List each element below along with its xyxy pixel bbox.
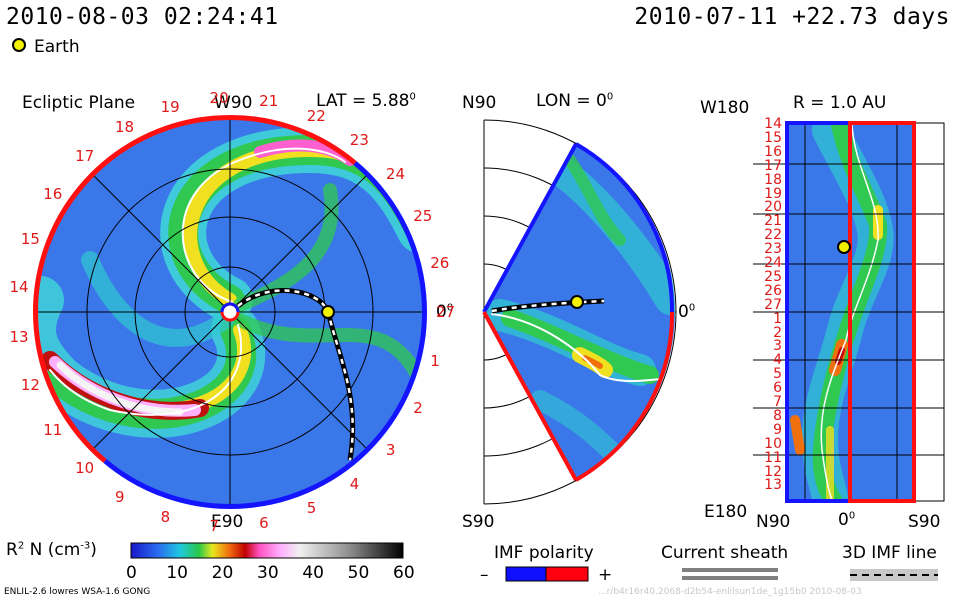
carrington-label: 4 <box>349 474 360 493</box>
rotation-label: 25 <box>764 268 782 285</box>
carrington-label: 5 <box>306 499 317 518</box>
imf-line-label: 3D IMF line <box>842 543 937 563</box>
rotation-label: 7 <box>773 394 782 410</box>
carrington-label: 14 <box>9 278 29 297</box>
w90-label: W90 <box>214 93 253 113</box>
ecliptic-zero-label: 00 <box>436 302 454 322</box>
timestamp: 2010-08-03 02:24:41 <box>6 4 279 30</box>
rotation-label: 5 <box>773 366 782 383</box>
carrington-label: 13 <box>9 327 29 346</box>
colorbar-tick: 40 <box>302 563 324 583</box>
earth-marker-icon <box>12 38 26 52</box>
s90-label: S90 <box>462 512 495 532</box>
carrington-label: 15 <box>20 229 40 248</box>
rotation-label: 26 <box>764 282 782 299</box>
model-footnote: ENLIL-2.6 lowres WSA-1.6 GONG <box>4 587 151 597</box>
imf-minus-label: – <box>480 565 489 585</box>
radial-time-plot <box>753 121 945 503</box>
rotation-label: 3 <box>773 338 782 355</box>
rotation-label: 23 <box>764 241 782 258</box>
rotation-label: 21 <box>764 213 782 230</box>
carrington-label: 16 <box>43 185 63 204</box>
rotation-label: 20 <box>764 199 782 216</box>
carrington-label: 11 <box>43 420 63 439</box>
rotation-label: 24 <box>764 255 782 271</box>
meridional-zero-label: 00 <box>678 302 696 322</box>
carrington-label: 26 <box>430 253 450 272</box>
current-sheath-label: Current sheath <box>661 543 789 563</box>
carrington-label: 20 <box>209 89 229 108</box>
meridional-plane-plot <box>482 119 677 505</box>
rotation-label: 2 <box>773 324 782 341</box>
rotation-label: 10 <box>764 435 782 452</box>
imf-polarity-label: IMF polarity <box>494 543 594 563</box>
rotation-label: 22 <box>764 227 782 244</box>
lon-label: LON = 00 <box>536 91 614 111</box>
carrington-label: 10 <box>75 458 95 477</box>
colorbar-label: R2 N (cm-3) <box>6 540 97 560</box>
n90-label: N90 <box>462 93 497 113</box>
carrington-label: 24 <box>385 165 406 184</box>
earth-position-radial <box>837 240 851 254</box>
colorbar <box>130 542 404 559</box>
rotation-label: 13 <box>764 477 782 494</box>
carrington-label: 8 <box>160 508 171 526</box>
current-sheath-swatch <box>682 568 778 580</box>
rotation-label: 17 <box>764 157 782 174</box>
watermark: ...r/b4r16r40.2068-d2b54-enlilsun1de_1g1… <box>598 587 862 597</box>
radial-x-n90: N90 <box>756 512 791 532</box>
rotation-label: 11 <box>764 449 782 466</box>
carrington-label: 6 <box>259 513 269 532</box>
earth-position-ecliptic <box>321 305 335 319</box>
carrington-label: 3 <box>385 440 396 459</box>
rotation-label: 14 <box>764 116 782 132</box>
carrington-label: 7 <box>209 516 220 535</box>
carrington-label: 19 <box>160 97 180 116</box>
imf-line-swatch <box>850 569 938 581</box>
rotation-label: 12 <box>764 463 782 480</box>
carrington-label: 21 <box>259 92 279 111</box>
reference-time: 2010-07-11 +22.73 days <box>634 4 950 30</box>
carrington-label: 27 <box>436 303 456 321</box>
rotation-label: 19 <box>764 185 782 202</box>
earth-legend-label: Earth <box>34 37 80 57</box>
ecliptic-title: Ecliptic Plane <box>22 93 136 113</box>
w180-label: W180 <box>700 98 750 118</box>
carrington-label: 12 <box>20 376 40 395</box>
rotation-label: 6 <box>773 380 782 397</box>
carrington-label: 23 <box>349 131 369 150</box>
imf-plus-label: + <box>598 565 613 585</box>
colorbar-tick: 60 <box>393 563 415 583</box>
rotation-label: 8 <box>773 407 782 424</box>
carrington-label: 17 <box>75 147 95 166</box>
imf-polarity-swatch <box>505 566 589 582</box>
rotation-label: 27 <box>764 296 782 313</box>
colorbar-tick: 0 <box>126 563 137 583</box>
e90-label: E90 <box>211 512 244 532</box>
rotation-label: 9 <box>773 421 782 438</box>
e180-label: E180 <box>704 502 748 522</box>
lat-label: LAT = 5.880 <box>316 91 416 111</box>
radial-x-s90: S90 <box>908 512 941 532</box>
colorbar-tick: 10 <box>166 563 188 583</box>
radial-x-zero: 00 <box>838 510 856 530</box>
rotation-label: 15 <box>764 129 782 146</box>
carrington-label: 2 <box>413 399 423 418</box>
carrington-label: 25 <box>413 206 433 225</box>
carrington-label: 9 <box>115 488 125 507</box>
rotation-label: 1 <box>773 310 782 327</box>
rotation-label: 4 <box>773 352 782 369</box>
carrington-label: 1 <box>430 352 440 371</box>
colorbar-tick: 30 <box>257 563 279 583</box>
carrington-label: 22 <box>306 106 326 125</box>
earth-position-meridional <box>570 295 584 309</box>
colorbar-tick: 20 <box>211 563 234 583</box>
radius-label: R = 1.0 AU <box>793 93 887 113</box>
ecliptic-plane-plot <box>33 115 427 509</box>
carrington-label: 18 <box>115 117 135 136</box>
colorbar-tick: 50 <box>347 563 370 583</box>
rotation-label: 16 <box>764 143 782 160</box>
rotation-label: 18 <box>764 171 782 188</box>
